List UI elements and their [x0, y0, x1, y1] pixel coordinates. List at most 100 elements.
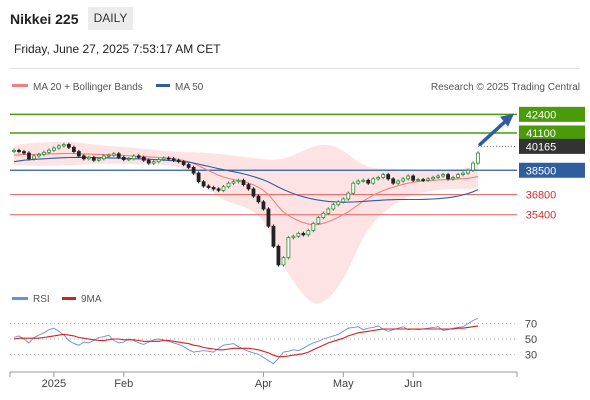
- candle-body: [271, 225, 276, 247]
- candle-body: [47, 149, 51, 153]
- candle-body: [106, 154, 111, 157]
- x-tick-label: May: [333, 378, 354, 390]
- candle-body: [166, 157, 171, 160]
- candle-body: [206, 185, 211, 188]
- legend-swatch-ma50: [156, 84, 170, 87]
- research-credit: Research © 2025 Trading Central: [431, 82, 580, 93]
- candle-body: [416, 179, 421, 181]
- candle-body: [126, 158, 131, 161]
- candle-body: [266, 208, 271, 227]
- rsi-line: [13, 317, 479, 365]
- candle-body: [136, 155, 141, 158]
- candle-body: [386, 174, 391, 180]
- candle-body: [281, 257, 286, 266]
- candle-body: [156, 159, 161, 163]
- candle-body: [426, 178, 431, 181]
- candle-body: [381, 174, 386, 178]
- candle-body: [27, 152, 31, 160]
- legend-label-ma50: MA 50: [175, 82, 204, 93]
- candle-body: [231, 181, 236, 184]
- forecast-arrow-head: [500, 113, 514, 127]
- candle-body: [37, 154, 41, 157]
- x-tick-label: Jun: [404, 378, 422, 390]
- candle-body: [181, 161, 186, 165]
- rsi-gridlines: 70 50 30: [10, 319, 537, 361]
- candle-body: [391, 178, 396, 184]
- candlesticks: [12, 142, 480, 267]
- forecast-arrow: [478, 113, 514, 147]
- candle-body: [351, 182, 356, 194]
- x-tick-label: Apr: [255, 378, 272, 390]
- level-label-42400: 42400: [526, 109, 557, 121]
- candle-body: [86, 156, 91, 160]
- legend-label-9ma: 9MA: [81, 294, 102, 305]
- bollinger-band-fill: [14, 141, 478, 304]
- candle-body: [221, 186, 226, 191]
- legend-swatch-9ma: [62, 297, 76, 300]
- candle-body: [71, 146, 76, 153]
- price-levels: [10, 113, 517, 216]
- candle-body: [22, 151, 26, 154]
- candle-body: [301, 232, 306, 236]
- candle-body: [111, 153, 116, 156]
- candle-body: [321, 212, 326, 218]
- candle-body: [291, 235, 296, 239]
- x-tick-label: Feb: [114, 378, 133, 390]
- candle-body: [356, 180, 361, 184]
- candle-body: [326, 208, 331, 214]
- candle-body: [61, 144, 66, 147]
- legend-label-rsi: RSI: [33, 294, 50, 305]
- candle-body: [161, 157, 166, 160]
- candle-body: [57, 145, 61, 149]
- candle-body: [191, 167, 196, 174]
- candle-body: [186, 164, 191, 168]
- candle-body: [42, 151, 46, 155]
- level-label-40165: 40165: [526, 141, 557, 153]
- candle-body: [406, 175, 411, 180]
- candle-body: [12, 149, 16, 152]
- candle-body: [256, 195, 261, 203]
- legend-swatch-ma20: [12, 84, 28, 87]
- candle-body: [81, 155, 86, 160]
- candle-body: [306, 230, 311, 236]
- level-tag-40165: [519, 138, 585, 154]
- legend-swatch-rsi: [12, 297, 28, 300]
- candle-body: [446, 174, 450, 180]
- legend-label-ma20: MA 20 + Bollinger Bands: [33, 82, 143, 93]
- level-label-38500: 38500: [526, 165, 557, 177]
- candle-body: [436, 175, 440, 178]
- x-axis-ticks: 2025 Feb Apr May Jun: [42, 372, 422, 390]
- candle-body: [361, 179, 366, 182]
- moving-averages: [13, 152, 479, 226]
- candle-body: [346, 192, 351, 200]
- level-tag-42400: [519, 106, 585, 122]
- candle-body: [371, 178, 376, 184]
- candle-body: [17, 149, 21, 153]
- level-label-35400: 35400: [526, 210, 557, 222]
- level-label-41100: 41100: [526, 128, 556, 140]
- candle-body: [251, 188, 256, 197]
- candle-body: [296, 232, 301, 237]
- candle-body: [171, 158, 176, 161]
- candle-body: [411, 175, 416, 181]
- candle-body: [201, 181, 206, 187]
- candle-body: [91, 156, 96, 161]
- candle-body: [196, 172, 201, 183]
- candle-body: [336, 201, 341, 206]
- candle-body: [316, 217, 321, 224]
- ma20-line: [13, 152, 479, 226]
- level-label-36800: 36800: [526, 190, 557, 202]
- candle-body: [476, 152, 480, 164]
- rsi-tick-label: 30: [525, 349, 537, 361]
- candle-body: [431, 177, 435, 180]
- candle-body: [101, 155, 106, 160]
- rsi-ma-line: [13, 325, 479, 358]
- period-badge[interactable]: DAILY: [88, 7, 133, 30]
- candle-body: [176, 159, 181, 163]
- candle-body: [32, 155, 36, 160]
- candle-body: [441, 174, 445, 177]
- rsi-lines: [13, 317, 479, 365]
- candle-body: [151, 161, 156, 164]
- candle-body: [331, 204, 336, 210]
